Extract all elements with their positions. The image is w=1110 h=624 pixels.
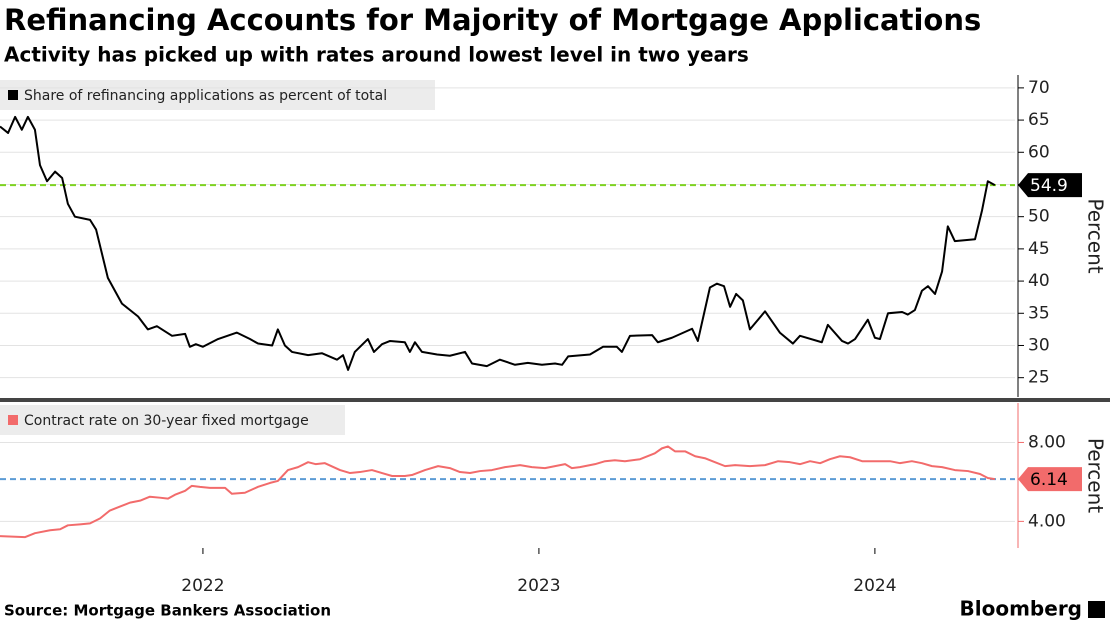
value-label: 54.9 [1030,176,1068,196]
y-tick-label: 70 [1028,78,1050,98]
y-tick-label: 50 [1028,207,1050,227]
y-tick-label: 25 [1028,368,1050,388]
legend-box [0,405,345,435]
brand-icon [1088,601,1105,618]
y-tick-label: 45 [1028,239,1050,259]
brand: Bloomberg [960,597,1082,621]
source: Source: Mortgage Bankers Association [4,602,331,620]
legend-label: Share of refinancing applications as per… [24,88,387,104]
legend-swatch [8,90,18,100]
legend-swatch [8,415,18,425]
chart-title: Refinancing Accounts for Majority of Mor… [4,3,981,37]
y-tick-label: 8.00 [1028,432,1066,452]
data-line [0,115,996,371]
y-tick-label: 40 [1028,271,1050,291]
y-axis-label: Percent [1084,198,1108,273]
data-line [0,445,996,539]
value-label-box [1018,173,1082,198]
value-label-box [1018,467,1082,492]
x-tick-label: 2022 [181,576,224,596]
x-tick-label: 2023 [517,576,560,596]
y-tick-label: 60 [1028,142,1050,162]
legend-label: Contract rate on 30-year fixed mortgage [24,413,309,429]
value-label: 6.14 [1030,470,1068,490]
y-tick-label: 65 [1028,110,1050,130]
y-axis-label: Percent [1084,438,1108,513]
x-tick-label: 2024 [853,576,896,596]
legend-box [0,80,435,110]
chart-subtitle: Activity has picked up with rates around… [4,43,749,67]
y-tick-label: 35 [1028,303,1050,323]
y-tick-label: 30 [1028,335,1050,355]
y-tick-label: 4.00 [1028,511,1066,531]
panel-separator [0,398,1110,402]
